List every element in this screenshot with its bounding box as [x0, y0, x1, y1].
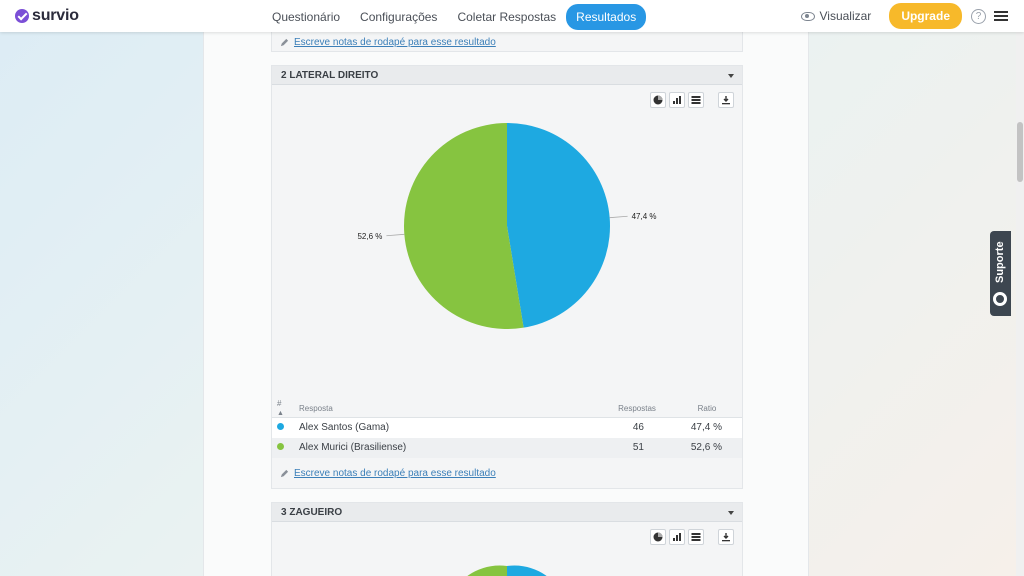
question-header[interactable]: 3 ZAGUEIRO	[272, 503, 742, 522]
pie-slice-blue	[507, 123, 611, 328]
chart-type-toolbar	[647, 92, 734, 108]
pie-slice-blue	[507, 565, 547, 576]
pie-slice-green	[467, 565, 507, 576]
download-icon[interactable]	[718, 529, 734, 545]
ratio-cell: 52,6 %	[690, 442, 722, 453]
upgrade-button[interactable]: Upgrade	[889, 3, 962, 29]
results-content: Escreve notas de rodapé para esse result…	[203, 30, 809, 576]
support-label: Suporte	[994, 241, 1006, 283]
eye-icon	[800, 11, 815, 21]
question-title: 2 LATERAL DIREITO	[281, 70, 379, 81]
main-nav: Questionário Configurações Coletar Respo…	[262, 4, 647, 30]
col-header-respostas[interactable]: Respostas	[602, 399, 672, 418]
table-row: Alex Santos (Gama) 46 47,4 %	[272, 417, 742, 438]
count-cell: 46	[632, 422, 644, 434]
page-scrollbar[interactable]	[1016, 32, 1024, 576]
nav-configuracoes[interactable]: Configurações	[360, 10, 438, 24]
question-card: 3 ZAGUEIRO	[271, 502, 743, 576]
results-table: # ▲ Resposta Respostas Ratio Alex Santos…	[272, 399, 742, 458]
pie-slice-green	[404, 123, 524, 329]
logo-text: survio	[32, 7, 79, 24]
footnote-link-prev[interactable]: Escreve notas de rodapé para esse result…	[272, 37, 496, 48]
question-card: 2 LATERAL DIREITO 47,4 % 52,6 % # ▲ Resp	[271, 65, 743, 489]
pie-chart-icon[interactable]	[650, 92, 666, 108]
chart-type-toolbar	[647, 529, 734, 545]
lifebuoy-icon	[993, 292, 1007, 306]
nav-coletar-respostas[interactable]: Coletar Respostas	[457, 10, 557, 24]
col-header-index[interactable]: # ▲	[272, 399, 294, 418]
footnote-text[interactable]: Escreve notas de rodapé para esse result…	[294, 37, 496, 48]
pie-label-connector	[386, 233, 405, 237]
previous-question-card: Escreve notas de rodapé para esse result…	[271, 30, 743, 52]
visualizar-label: Visualizar	[819, 9, 872, 23]
count-cell: 51	[632, 442, 644, 453]
results-table-header: # ▲ Resposta Respostas Ratio	[272, 399, 742, 418]
pencil-icon	[280, 38, 289, 47]
caret-down-icon[interactable]	[728, 511, 734, 515]
col-header-ratio[interactable]: Ratio	[672, 399, 742, 418]
visualizar-button[interactable]: Visualizar	[800, 9, 872, 23]
legend-dot-blue	[277, 423, 284, 431]
footnote-link[interactable]: Escreve notas de rodapé para esse result…	[272, 468, 496, 479]
bar-chart-icon[interactable]	[669, 92, 685, 108]
scrollbar-thumb[interactable]	[1017, 122, 1023, 182]
survio-logo[interactable]: survio	[15, 7, 79, 25]
pie-label-connector	[609, 215, 628, 219]
question-title: 3 ZAGUEIRO	[281, 507, 343, 518]
pie-chart: 47,4 % 52,6 %	[357, 123, 657, 329]
download-icon[interactable]	[718, 92, 734, 108]
top-navbar: survio Questionário Configurações Coleta…	[0, 0, 1024, 32]
logo-check-icon	[15, 9, 29, 23]
bar-chart-icon[interactable]	[669, 529, 685, 545]
pie-chart-partial	[467, 565, 547, 576]
answer-cell: Alex Santos (Gama)	[299, 422, 390, 434]
pie-chart-icon[interactable]	[650, 529, 666, 545]
nav-resultados[interactable]: Resultados	[566, 4, 647, 30]
footnote-text[interactable]: Escreve notas de rodapé para esse result…	[294, 468, 496, 479]
table-row: Alex Murici (Brasiliense) 51 52,6 %	[272, 437, 742, 458]
col-header-resposta[interactable]: Resposta	[294, 399, 602, 418]
question-header[interactable]: 2 LATERAL DIREITO	[272, 66, 742, 85]
ratio-cell: 47,4 %	[690, 422, 722, 434]
legend-dot-green	[277, 443, 284, 450]
pie-slice-label: 52,6 %	[357, 232, 382, 241]
help-icon[interactable]: ?	[971, 8, 986, 24]
pencil-icon	[280, 469, 289, 478]
nav-questionario[interactable]: Questionário	[272, 10, 341, 24]
table-icon[interactable]	[688, 92, 704, 108]
hamburger-menu-icon[interactable]	[994, 11, 1008, 21]
caret-down-icon[interactable]	[728, 74, 734, 78]
pie-slice-label: 47,4 %	[632, 212, 657, 221]
support-tab[interactable]: Suporte	[990, 231, 1011, 316]
table-icon[interactable]	[688, 529, 704, 545]
answer-cell: Alex Murici (Brasiliense)	[299, 442, 407, 453]
